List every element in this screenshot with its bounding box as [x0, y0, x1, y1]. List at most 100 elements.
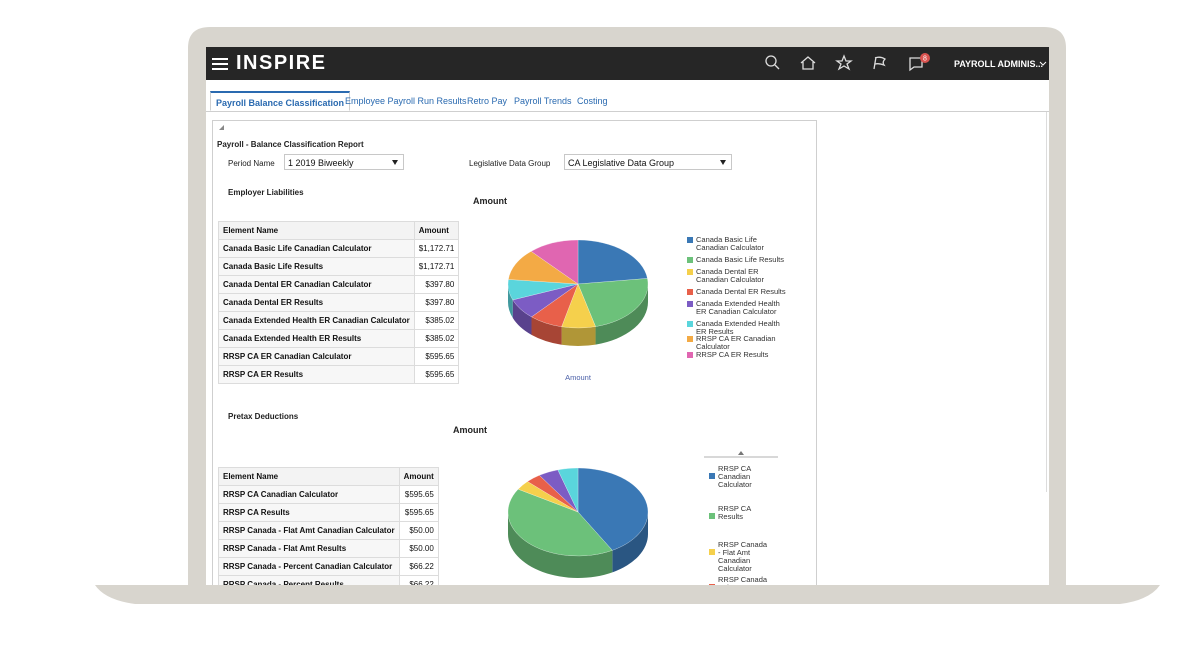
filter-label: Period Name: [228, 159, 275, 168]
legend-label: Canada Basic Life Canadian Calculator: [696, 235, 764, 252]
element-name: RRSP Canada - Percent Results: [218, 575, 400, 585]
table-row: RRSP CA ER Canadian Calculator $595.65: [218, 347, 460, 366]
tab-divider: [206, 111, 1049, 112]
table-row: RRSP CA Results $595.65: [218, 503, 439, 522]
amount: $595.65: [413, 365, 460, 384]
element-name: RRSP Canada - Flat Amt Results: [218, 539, 400, 558]
section-heading: Pretax Deductions: [228, 412, 299, 421]
tab[interactable]: Payroll Trends: [514, 96, 572, 106]
table-row: Canada Basic Life Results $1,172.71: [218, 257, 460, 276]
table-row: RRSP CA ER Results $595.65: [218, 365, 460, 384]
panel-border: [1046, 112, 1047, 492]
notification-count: 8: [923, 56, 927, 63]
amount: $397.80: [413, 293, 460, 312]
legend-swatch: [709, 513, 715, 519]
element-name: Canada Dental ER Results: [218, 293, 415, 312]
legend-swatch: [687, 336, 693, 342]
tab[interactable]: Employee Payroll Run Results: [345, 96, 467, 106]
legend-swatch: [687, 289, 693, 295]
menu-icon[interactable]: [212, 58, 228, 70]
element-name: Canada Extended Health ER Canadian Calcu…: [218, 311, 415, 330]
legend-swatch: [687, 257, 693, 263]
collapse-icon[interactable]: [219, 125, 225, 131]
table-row: Canada Extended Health ER Canadian Calcu…: [218, 311, 460, 330]
column-header: Amount: [398, 467, 439, 486]
amount: $66.22: [398, 575, 439, 585]
column-header: Element Name: [218, 221, 415, 240]
favorites-icon[interactable]: [835, 54, 853, 71]
data-table: Element Name Amount RRSP CA Canadian Calcu…: [218, 467, 439, 585]
table-row: Canada Basic Life Canadian Calculator $1,…: [218, 239, 460, 258]
legend-swatch: [687, 352, 693, 358]
table-row: Canada Dental ER Results $397.80: [218, 293, 460, 312]
legend-swatch: [687, 269, 693, 275]
tab[interactable]: Payroll Balance Classification: [210, 91, 351, 111]
tab[interactable]: Costing: [577, 96, 608, 106]
legend-swatch: [687, 321, 693, 327]
section-heading: Employer Liabilities: [228, 188, 304, 197]
amount: $595.65: [398, 485, 439, 504]
logo[interactable]: INSPIRE: [236, 52, 327, 74]
legend-label: RRSP Canada - Flat Amt Results: [718, 575, 768, 586]
legend-label: Canada Basic Life Results: [696, 255, 784, 264]
amount: $1,172.71: [413, 257, 460, 276]
legend-label: RRSP CA ER Results: [696, 350, 769, 359]
legend-label: RRSP Canada - Flat Amt Canadian Calculat…: [718, 540, 768, 573]
element-name: Canada Dental ER Canadian Calculator: [218, 275, 415, 294]
legend-swatch: [709, 549, 715, 555]
notifications-icon[interactable]: [909, 57, 923, 72]
amount: $66.22: [398, 557, 439, 576]
element-name: Canada Basic Life Results: [218, 257, 415, 276]
table-header-row: Element Name Amount: [218, 221, 460, 240]
element-name: RRSP Canada - Flat Amt Canadian Calculat…: [218, 521, 400, 540]
amount: $50.00: [398, 521, 439, 540]
filter-select[interactable]: 1 2019 Biweekly: [284, 154, 404, 170]
legend-label: RRSP CA Canadian Calculator: [718, 464, 752, 489]
table-row: RRSP Canada - Flat Amt Results $50.00: [218, 539, 439, 558]
column-header: Element Name: [218, 467, 400, 486]
table-header-row: Element Name Amount: [218, 467, 439, 486]
table-row: RRSP Canada - Flat Amt Canadian Calculat…: [218, 521, 439, 540]
element-name: RRSP CA Results: [218, 503, 400, 522]
element-name: Canada Basic Life Canadian Calculator: [218, 239, 415, 258]
legend-swatch: [687, 237, 693, 243]
table-row: RRSP Canada - Percent Results $66.22: [218, 575, 439, 585]
legend-swatch: [709, 584, 715, 585]
user-menu[interactable]: PAYROLL ADMINIS...: [954, 59, 1044, 69]
legend-swatch: [687, 301, 693, 307]
element-name: Canada Extended Health ER Results: [218, 329, 415, 348]
tab[interactable]: Retro Pay: [467, 96, 508, 106]
amount: $1,172.71: [413, 239, 460, 258]
legend-label: Canada Extended Health ER Canadian Calcu…: [696, 299, 780, 316]
data-table: Element Name Amount Canada Basic Life Cana…: [218, 221, 460, 384]
user-chevron[interactable]: [1039, 61, 1047, 67]
element-name: RRSP CA ER Results: [218, 365, 415, 384]
home-icon[interactable]: [800, 56, 816, 70]
table-row: RRSP Canada - Percent Canadian Calculato…: [218, 557, 439, 576]
element-name: RRSP CA ER Canadian Calculator: [218, 347, 415, 366]
table-row: Canada Dental ER Canadian Calculator $397…: [218, 275, 460, 294]
element-name: RRSP Canada - Percent Canadian Calculato…: [218, 557, 400, 576]
amount: $385.02: [413, 311, 460, 330]
laptop-base: [95, 585, 1160, 604]
report-title: Payroll - Balance Classification Report: [217, 140, 364, 149]
search-icon[interactable]: [765, 55, 780, 70]
legend-label: RRSP CA ER Canadian Calculator: [696, 334, 776, 351]
amount: $50.00: [398, 539, 439, 558]
amount: $595.65: [398, 503, 439, 522]
filter-label: Legislative Data Group: [469, 159, 551, 168]
filter-select[interactable]: CA Legislative Data Group: [564, 154, 732, 170]
top-bar: INSPIRE 8 PAYROLL ADMINIS...: [206, 47, 1049, 80]
column-header: Amount: [413, 221, 460, 240]
watchlist-icon[interactable]: [873, 56, 887, 70]
table-row: RRSP CA Canadian Calculator $595.65: [218, 485, 439, 504]
legend-label: Canada Extended Health ER Results: [696, 319, 780, 336]
amount: $385.02: [413, 329, 460, 348]
toolbar-icons: 8: [765, 53, 930, 72]
legend-label: RRSP CA Results: [718, 504, 751, 521]
element-name: RRSP CA Canadian Calculator: [218, 485, 400, 504]
legend-label: Canada Dental ER Canadian Calculator: [696, 267, 764, 284]
legend-swatch: [709, 473, 715, 479]
table-row: Canada Extended Health ER Results $385.02: [218, 329, 460, 348]
